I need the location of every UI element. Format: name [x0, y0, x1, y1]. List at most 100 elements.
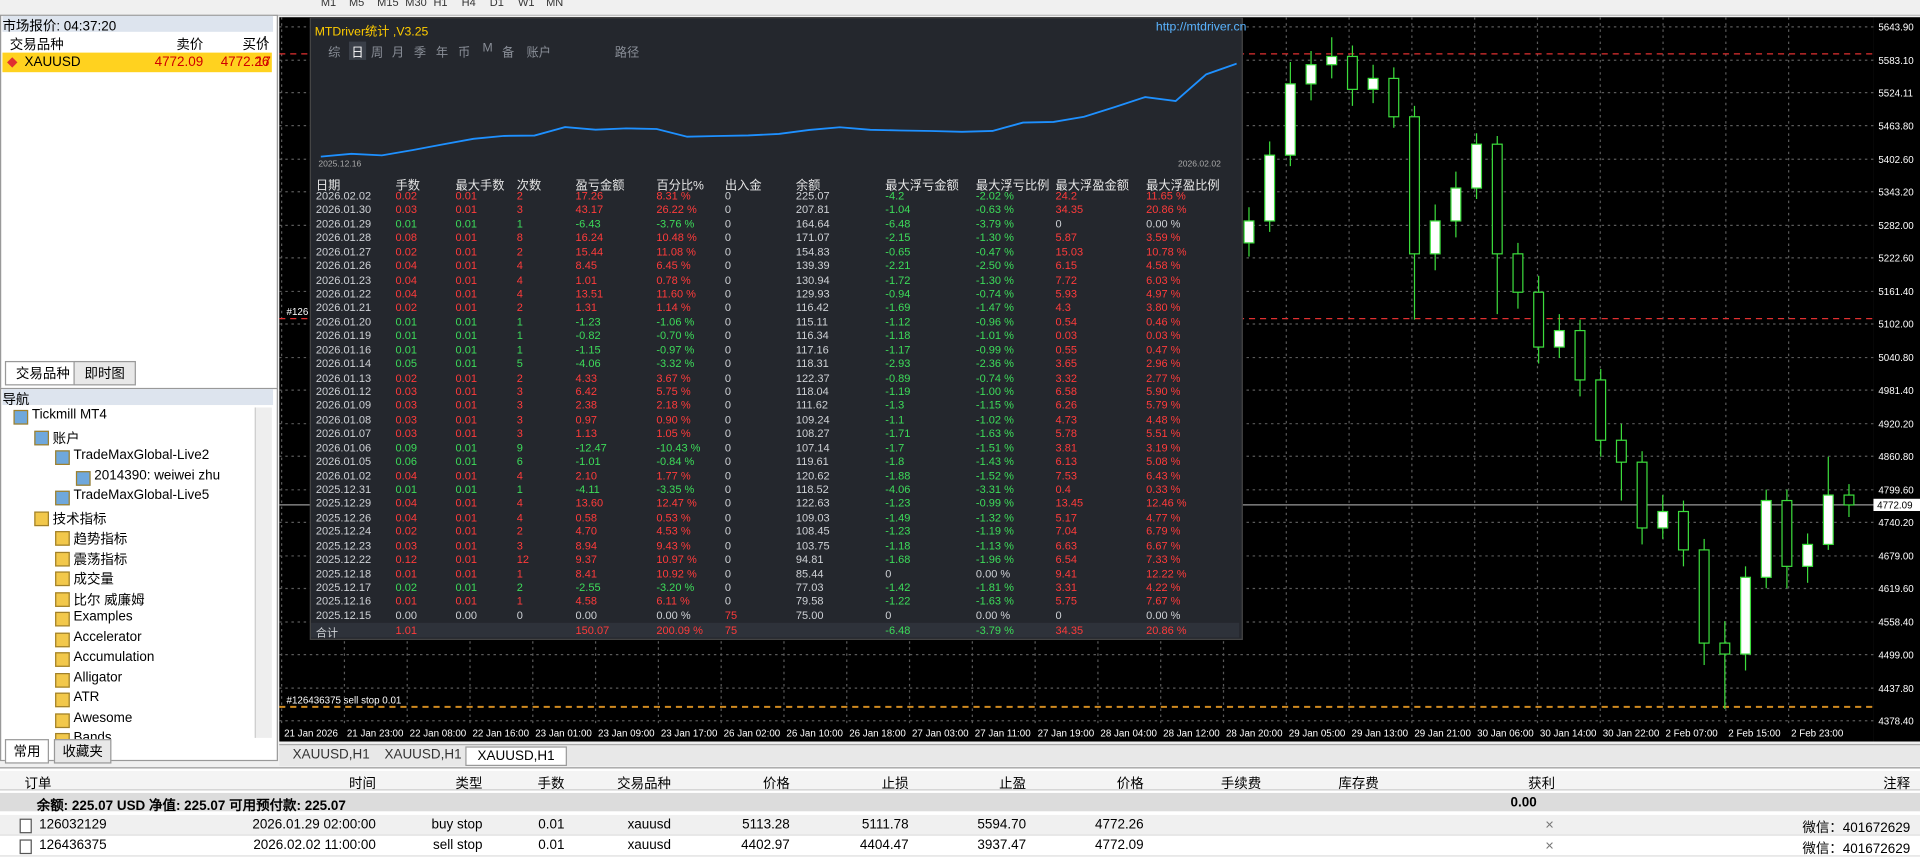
tree-item[interactable]: Accumulation	[73, 649, 155, 665]
x-tick-label: 27 Jan 11:00	[975, 729, 1031, 740]
stats-tab[interactable]: 备	[502, 46, 515, 60]
panel-tab[interactable]: 常用	[4, 739, 49, 764]
stats-cell: 2.77 %	[1146, 371, 1181, 384]
stats-cell: 108.27	[795, 427, 830, 440]
stats-cell: 0.02	[395, 245, 417, 258]
quote-cell[interactable]: 17	[255, 55, 271, 70]
tree-item[interactable]: 成交量	[73, 572, 114, 588]
x-tick-label: 21 Jan 23:00	[347, 729, 404, 740]
quote-cell[interactable]: 4772.09	[154, 55, 204, 70]
stats-cell: -4.11	[575, 483, 600, 496]
timeframe-button[interactable]: H1	[433, 0, 448, 9]
stats-cell: 0.04	[395, 511, 417, 524]
candle-body	[1802, 543, 1814, 567]
stats-cell: 3	[516, 539, 523, 552]
stats-tab[interactable]: 周	[371, 46, 384, 60]
tree-item[interactable]: TradeMaxGlobal-Live5	[73, 488, 210, 503]
tree-item[interactable]: Examples	[73, 609, 133, 625]
panel-tab[interactable]: 收藏夹	[53, 739, 112, 764]
stats-cell: 109.24	[795, 413, 830, 426]
panel-tab[interactable]: 交易品种	[4, 360, 81, 386]
chart-tab[interactable]: XAUUSD,H1	[384, 747, 462, 763]
stats-cell: 6.54	[1055, 553, 1077, 566]
scrollbar	[254, 407, 272, 738]
timeframe-button[interactable]: M30	[405, 0, 427, 9]
stats-cell: 0	[724, 441, 732, 454]
stats-cell: 4	[516, 469, 523, 482]
tree-item[interactable]: Awesome	[73, 710, 133, 726]
tree-item[interactable]: 技术指标	[52, 512, 107, 527]
tree-item[interactable]: 震荡指标	[73, 552, 128, 568]
stats-cell: -1.42	[885, 581, 911, 594]
timeframe-button[interactable]: M5	[348, 0, 365, 9]
stats-tab[interactable]: 月	[391, 46, 405, 60]
timeframe-button[interactable]: D1	[489, 0, 504, 9]
column-header: 类型	[455, 777, 483, 792]
panel-tab[interactable]: 即时图	[73, 360, 136, 386]
stats-tab[interactable]: 年	[435, 46, 449, 60]
tree-item[interactable]: 2014390: weiwei zhu	[94, 468, 221, 483]
stats-cell: 1	[516, 595, 523, 608]
stats-tab[interactable]: 币	[457, 46, 471, 60]
x-tick-label: 26 Jan 18:00	[849, 729, 906, 740]
stats-cell: -3.79 %	[975, 217, 1014, 230]
tree-item[interactable]: 趋势指标	[73, 532, 128, 547]
timeframe-button[interactable]: M1	[320, 0, 337, 9]
quote-cell[interactable]: XAUUSD	[24, 55, 81, 70]
x-tick-label: 28 Jan 04:00	[1100, 729, 1157, 740]
stats-cell: 0.01	[395, 343, 417, 356]
stats-cell: 10.97 %	[656, 553, 697, 566]
tree-item[interactable]: 账户	[52, 431, 80, 447]
stats-cell: 3.81	[1055, 441, 1077, 454]
stats-tab[interactable]: 日	[348, 41, 367, 60]
stats-cell: -1.49	[885, 511, 911, 524]
order-cell[interactable]: 126436375	[39, 838, 107, 853]
stats-tab[interactable]: M	[482, 41, 493, 56]
stats-cell: -1.43 %	[975, 455, 1014, 468]
stats-cell: 0.01	[455, 371, 477, 384]
panel-title: MTDriver统计 ,V3.25	[314, 25, 429, 40]
stats-tab[interactable]: 综	[328, 46, 341, 60]
column-header: 最大浮亏金额	[885, 179, 959, 194]
column-header: 最大手数	[455, 179, 505, 194]
stats-tab[interactable]: 路径	[614, 46, 640, 60]
stats-cell: 0.47 %	[1146, 343, 1181, 356]
stats-cell: 0.33 %	[1146, 483, 1181, 496]
tree-item[interactable]: TradeMaxGlobal-Live2	[73, 447, 210, 463]
x-tick-label: 23 Jan 01:00	[535, 729, 592, 740]
quote-cell[interactable]: 4772.26	[220, 55, 270, 70]
stats-cell: 6.79 %	[1146, 525, 1181, 538]
stats-cell: 0	[724, 539, 732, 552]
stats-tab[interactable]: 季	[413, 46, 427, 60]
tree-item[interactable]: Accelerator	[73, 629, 142, 645]
y-tick-label: 4378.40	[1878, 716, 1914, 727]
chart-tab[interactable]: XAUUSD,H1	[465, 746, 567, 767]
stats-cell: 3.31	[1055, 581, 1077, 594]
stats-cell: 2026.01.13	[315, 371, 372, 384]
total-row-bg	[311, 622, 1240, 638]
order-cell[interactable]: 126032129	[39, 817, 107, 833]
stats-tab[interactable]: 账户	[526, 46, 552, 60]
stats-cell: 0.01	[455, 343, 477, 356]
tree-item[interactable]: ATR	[73, 690, 100, 705]
stats-cell: 5.51 %	[1146, 427, 1181, 440]
chart-tab[interactable]: XAUUSD,H1	[292, 747, 370, 763]
candle-body	[1512, 253, 1524, 293]
total-cell: -6.48	[885, 624, 911, 637]
stats-cell: 2026.01.08	[315, 413, 372, 426]
stats-cell: 129.93	[795, 287, 830, 300]
timeframe-button[interactable]: H4	[461, 0, 476, 9]
tree-item[interactable]: Alligator	[73, 669, 123, 685]
timeframe-button[interactable]: MN	[546, 0, 564, 9]
panel-link[interactable]: http://mtdriver.cn	[1155, 20, 1247, 35]
stats-cell: 2025.12.16	[315, 595, 372, 608]
stats-cell: 24.2	[1055, 189, 1077, 202]
stats-cell: 116.34	[795, 329, 829, 342]
timeframe-button[interactable]: M15	[377, 0, 399, 9]
stats-cell: 0.97	[575, 413, 597, 426]
stats-cell: 120.62	[795, 469, 830, 482]
timeframe-button[interactable]: W1	[517, 0, 535, 9]
stats-cell: 2026.01.19	[315, 329, 372, 342]
tree-item[interactable]: 比尔 威廉姆	[73, 592, 145, 608]
tree-item[interactable]: Tickmill MT4	[31, 407, 107, 423]
